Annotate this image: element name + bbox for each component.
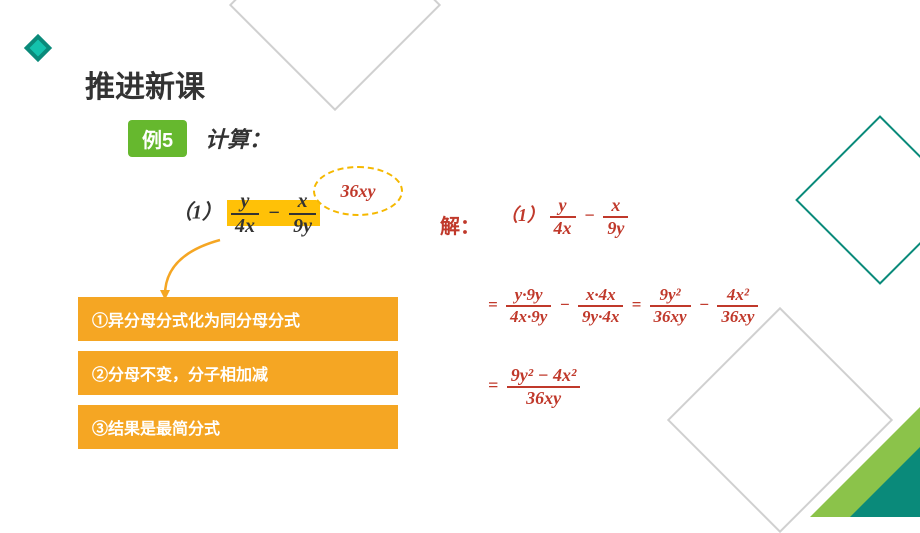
step-1: ①异分母分式化为同分母分式 [78, 297, 398, 341]
triangle-decor-dark [850, 447, 920, 517]
example-badge: 例5 [128, 120, 187, 157]
solution-line2: = y·9y 4x·9y − x·4x 9y·4x = 9y² 36xy − 4… [488, 285, 758, 327]
solution-line3: = 9y² − 4x² 36xy [488, 365, 580, 409]
page-title: 推进新课 [85, 62, 205, 106]
problem-index: （1） [172, 202, 222, 224]
bg-square-right [795, 115, 920, 285]
bg-square-top [229, 0, 441, 111]
solution-line1: （1） y 4x − x 9y [500, 195, 628, 239]
thought-bubble: 36xy [313, 166, 403, 216]
problem-expression: （1） y 4x − x 9y [172, 190, 320, 238]
solution-label: 解： [440, 210, 480, 239]
compute-label: 计算： [205, 122, 271, 154]
arrow-connector [155, 235, 235, 305]
diamond-icon [18, 28, 58, 68]
bubble-text: 36xy [341, 181, 376, 202]
step-3: ③结果是最简分式 [78, 405, 398, 449]
step-2: ②分母不变，分子相加减 [78, 351, 398, 395]
